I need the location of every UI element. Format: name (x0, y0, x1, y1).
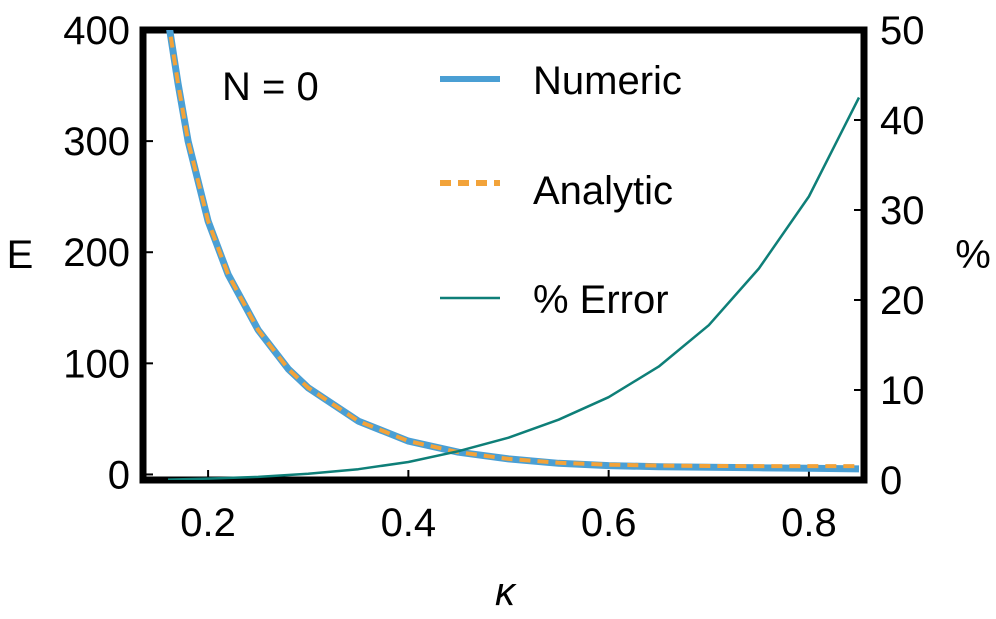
x-axis-title: κ (495, 570, 517, 614)
legend-label-numeric: Numeric (533, 59, 682, 103)
y-right-tick-label: 30 (880, 189, 925, 233)
y-right-tick-label: 10 (880, 369, 925, 413)
series-layer (166, 30, 861, 480)
y-left-axis-title: E (7, 233, 34, 277)
x-tick-label: 0.4 (381, 501, 437, 545)
legend-label-analytic: Analytic (533, 169, 673, 213)
plot-frame (139, 26, 868, 484)
y-right-axis-title: % (955, 233, 991, 277)
x-tick-label: 0.6 (581, 501, 637, 545)
x-tick-label: 0.2 (180, 501, 236, 545)
series-analytic-line (167, 30, 859, 469)
x-axis-ticks: 0.2 0.4 0.6 0.8 (180, 470, 837, 545)
y-right-axis-ticks: 0 10 20 30 40 50 (854, 9, 925, 503)
y-left-axis-ticks: 0 100 200 300 400 (63, 9, 153, 497)
y-right-tick-label: 40 (880, 99, 925, 143)
x-tick-label: 0.8 (781, 501, 837, 545)
y-right-tick-label: 20 (880, 279, 925, 323)
y-right-tick-label: 0 (880, 459, 902, 503)
legend-label-error: % Error (533, 278, 669, 322)
y-left-tick-label: 300 (63, 120, 130, 164)
chart-annotation: N = 0 (222, 65, 319, 109)
y-left-tick-label: 0 (108, 453, 130, 497)
y-left-tick-label: 200 (63, 231, 130, 275)
y-left-tick-label: 400 (63, 9, 130, 53)
y-left-tick-label: 100 (63, 342, 130, 386)
series-error-line (167, 96, 861, 480)
legend: Numeric Analytic % Error (440, 59, 682, 322)
y-right-tick-label: 50 (880, 9, 925, 53)
